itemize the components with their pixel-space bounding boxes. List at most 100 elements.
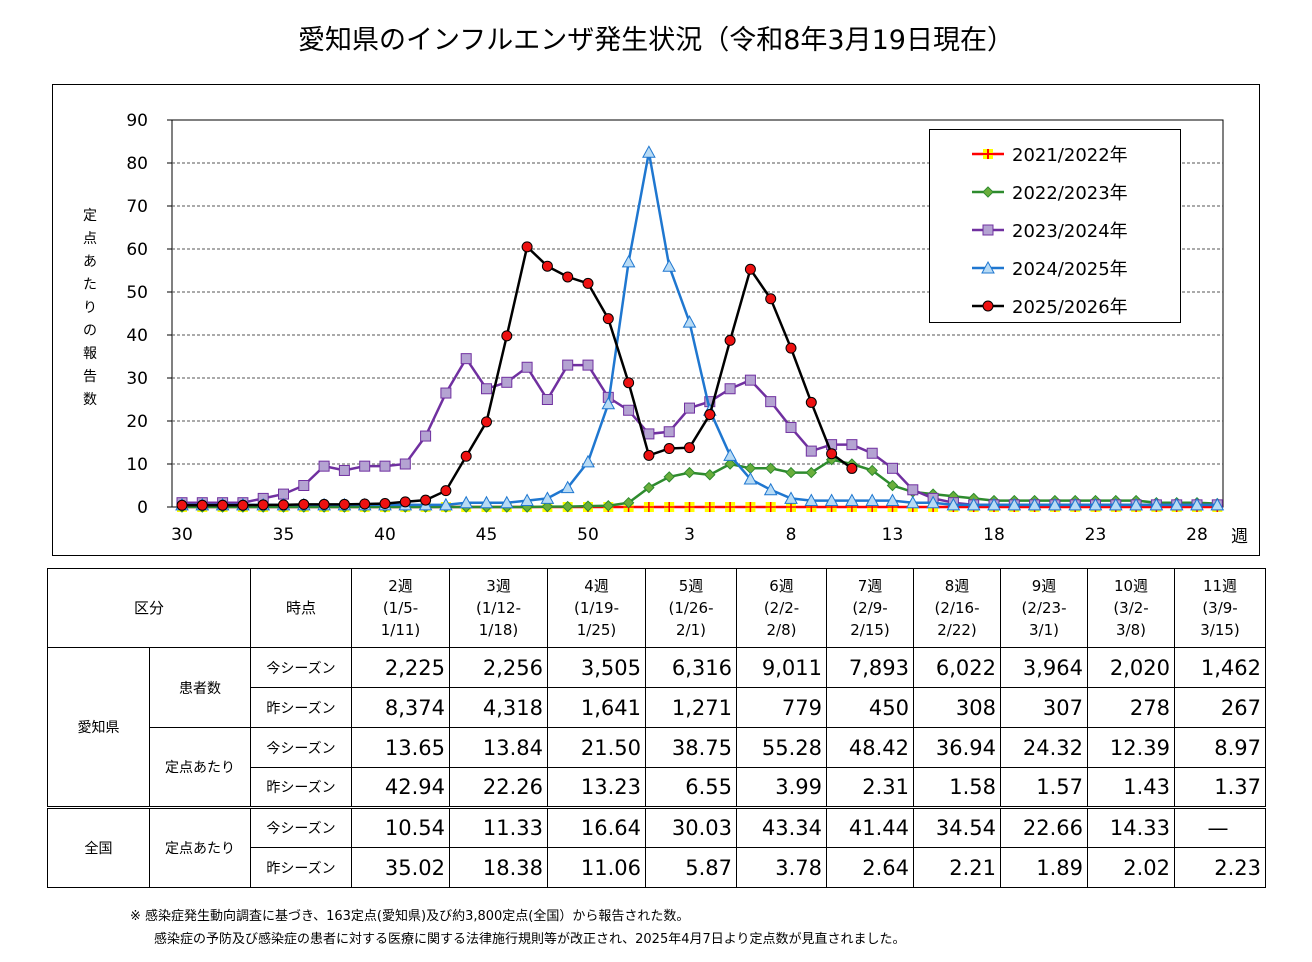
legend-label: 2022/2023年	[1012, 183, 1128, 204]
cell: 3.78	[736, 847, 828, 888]
y-tick-label: 60	[126, 240, 148, 260]
cell: 3,505	[547, 647, 647, 688]
series-point-2	[866, 447, 878, 459]
series-point-4	[399, 496, 411, 508]
series-point-4	[744, 263, 756, 275]
cell: 1,271	[645, 687, 738, 728]
series-point-2	[744, 374, 756, 386]
y-tick-label: 30	[126, 369, 148, 389]
series-point-1	[561, 500, 574, 513]
cell: 308	[913, 687, 1002, 728]
cell: 278	[1087, 687, 1176, 728]
x-tick-label: 3	[684, 525, 695, 545]
x-tick-label: 30	[171, 525, 193, 545]
cell: 22.66	[1000, 806, 1089, 848]
series-point-2	[846, 439, 858, 451]
series-point-4	[602, 313, 614, 325]
series-point-2	[562, 359, 574, 371]
y-tick-label: 50	[126, 283, 148, 303]
cell: 42.94	[351, 767, 451, 808]
cell: 8,374	[351, 687, 451, 728]
legend-item-3: 2024/2025年	[930, 249, 1180, 287]
series-point-2	[805, 445, 817, 457]
season-this: 今シーズン	[250, 647, 353, 688]
series-point-3	[520, 493, 534, 507]
series-point-3	[865, 493, 880, 507]
series-point-3	[905, 495, 920, 509]
cell: 267	[1174, 687, 1267, 728]
series-point-3	[459, 495, 474, 509]
series-point-4	[663, 443, 675, 455]
series-point-4	[460, 450, 472, 462]
cell: 6,022	[913, 647, 1002, 688]
season-last: 昨シーズン	[250, 687, 353, 728]
page-title: 愛知県のインフルエンザ発生状況（令和8年3月19日現在）	[298, 25, 1014, 56]
series-point-0	[664, 502, 675, 512]
week-header-3: 5週 (1/26- 2/1)	[645, 568, 738, 648]
series-point-1	[724, 458, 736, 470]
cell: 36.94	[913, 727, 1002, 768]
y-tick-label: 70	[126, 197, 148, 217]
cell: 1.37	[1174, 767, 1267, 808]
legend-label: 2021/2022年	[1012, 145, 1128, 166]
series-point-3	[499, 495, 514, 509]
legend-item-1: 2022/2023年	[930, 173, 1180, 211]
x-tick-label: 40	[374, 525, 396, 545]
footnote-2: 感染症の予防及び感染症の患者に対する医療に関する法律施行規則等が改正され、202…	[154, 932, 906, 947]
series-point-3	[1108, 497, 1123, 511]
cell: 1,641	[547, 687, 647, 728]
series-point-4	[826, 448, 838, 460]
cell: 2.64	[826, 847, 915, 888]
series-point-2	[338, 464, 350, 476]
legend-swatch	[972, 149, 1004, 159]
header-kubun: 区分	[46, 568, 252, 648]
series-point-2	[318, 460, 330, 472]
y-axis-label: 定点あたりの報告数	[83, 208, 97, 408]
series-point-0	[643, 502, 654, 512]
series-point-2	[765, 396, 777, 408]
cell: 24.32	[1000, 727, 1089, 768]
cell: 1.58	[913, 767, 1002, 808]
legend-item-0: 2021/2022年	[930, 135, 1180, 173]
series-point-3	[1149, 497, 1164, 511]
series-point-0	[725, 502, 736, 512]
series-point-3	[1190, 497, 1204, 511]
season-this: 今シーズン	[250, 806, 353, 848]
cell: 41.44	[826, 806, 915, 848]
week-header-7: 9週 (2/23- 3/1)	[1000, 568, 1089, 648]
week-header-5: 7週 (2/9- 2/15)	[826, 568, 915, 648]
series-point-1	[643, 481, 655, 494]
header-jiten: 時点	[250, 568, 353, 648]
chart-legend: 2021/2022年 2022/2023年 2023/2024年 2024/2025年…	[929, 129, 1181, 323]
cell: 307	[1000, 687, 1089, 728]
legend-swatch	[972, 186, 1004, 198]
series-point-1	[764, 462, 777, 475]
y-tick-label: 90	[126, 111, 148, 131]
cell: 2.02	[1087, 847, 1176, 888]
cell: 13.65	[351, 727, 451, 768]
series-point-0	[745, 502, 756, 512]
cell: 13.23	[547, 767, 647, 808]
x-axis-label: 週	[1231, 527, 1248, 547]
series-point-1	[866, 464, 878, 477]
series-point-1	[704, 469, 716, 481]
series-point-4	[379, 498, 391, 510]
cell: 18.38	[449, 847, 549, 888]
cell: 1.43	[1087, 767, 1176, 808]
series-point-4	[785, 342, 797, 354]
series-point-1	[541, 500, 554, 513]
series-point-3	[946, 497, 961, 511]
series-point-3	[1169, 497, 1184, 511]
series-point-2	[379, 460, 391, 472]
series-point-3	[966, 497, 981, 511]
series-point-4	[541, 260, 553, 272]
series-point-4	[318, 498, 330, 510]
series-point-2	[643, 428, 655, 440]
cell: 34.54	[913, 806, 1002, 848]
x-tick-label: 50	[577, 525, 599, 545]
series-point-2	[785, 421, 797, 433]
week-header-6: 8週 (2/16- 2/22)	[913, 568, 1002, 648]
series-point-3	[1048, 497, 1062, 511]
series-point-4	[684, 442, 695, 454]
region-national: 全国	[47, 806, 150, 888]
